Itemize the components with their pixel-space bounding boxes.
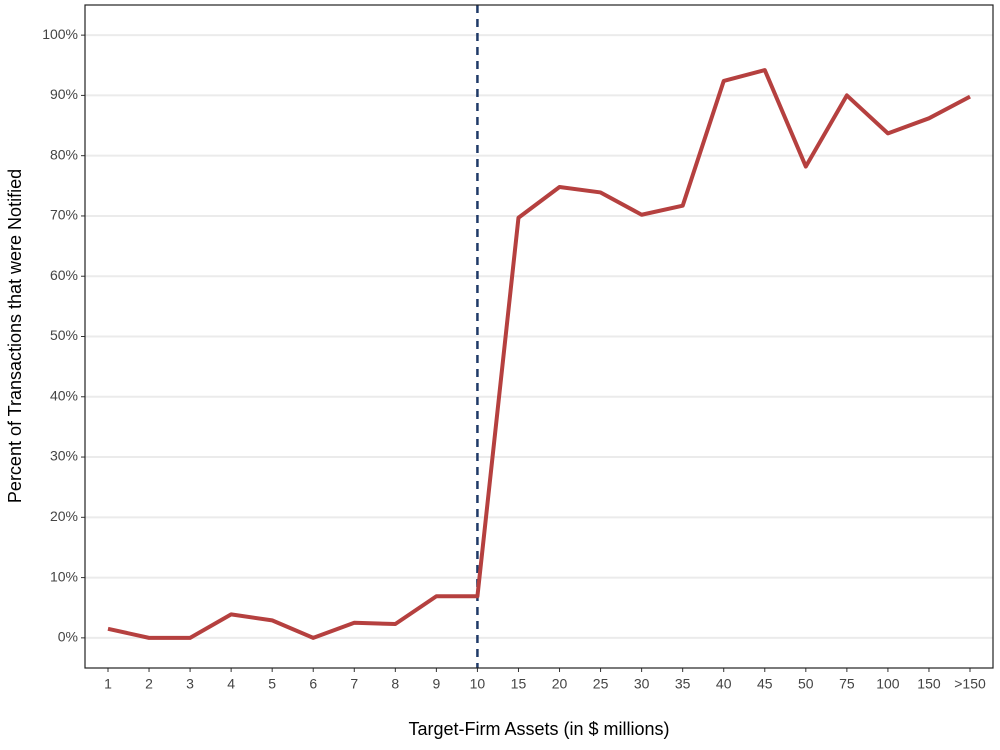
x-tick-label: 10 bbox=[470, 676, 486, 692]
x-tick-label: 7 bbox=[350, 676, 358, 692]
y-tick-label: 40% bbox=[50, 387, 78, 403]
x-tick-label: 1 bbox=[104, 676, 112, 692]
x-tick-label: 15 bbox=[511, 676, 527, 692]
x-axis-title: Target-Firm Assets (in $ millions) bbox=[408, 719, 669, 739]
y-tick-label: 10% bbox=[50, 568, 78, 584]
x-tick-label: 25 bbox=[593, 676, 609, 692]
x-tick-label: 20 bbox=[552, 676, 568, 692]
y-tick-label: 70% bbox=[50, 207, 78, 223]
x-tick-label: 3 bbox=[186, 676, 194, 692]
x-tick-label: 2 bbox=[145, 676, 153, 692]
y-tick-label: 100% bbox=[42, 26, 78, 42]
x-tick-label: 4 bbox=[227, 676, 235, 692]
x-tick-label: >150 bbox=[954, 676, 986, 692]
y-tick-label: 80% bbox=[50, 146, 78, 162]
x-tick-label: 100 bbox=[876, 676, 900, 692]
x-tick-label: 6 bbox=[309, 676, 317, 692]
y-axis-title: Percent of Transactions that were Notifi… bbox=[5, 169, 25, 503]
y-tick-label: 0% bbox=[58, 629, 78, 645]
y-tick-label: 50% bbox=[50, 327, 78, 343]
x-tick-label: 9 bbox=[432, 676, 440, 692]
y-tick-label: 90% bbox=[50, 86, 78, 102]
x-tick-label: 8 bbox=[391, 676, 399, 692]
y-tick-label: 60% bbox=[50, 267, 78, 283]
x-tick-label: 5 bbox=[268, 676, 276, 692]
x-tick-label: 150 bbox=[917, 676, 941, 692]
x-tick-label: 50 bbox=[798, 676, 814, 692]
x-tick-label: 30 bbox=[634, 676, 650, 692]
x-tick-label: 75 bbox=[839, 676, 855, 692]
x-tick-label: 35 bbox=[675, 676, 691, 692]
y-tick-label: 30% bbox=[50, 448, 78, 464]
x-tick-label: 40 bbox=[716, 676, 732, 692]
data-line bbox=[107, 68, 971, 640]
y-tick-label: 20% bbox=[50, 508, 78, 524]
x-tick-label: 45 bbox=[757, 676, 773, 692]
plot-border bbox=[84, 4, 994, 669]
